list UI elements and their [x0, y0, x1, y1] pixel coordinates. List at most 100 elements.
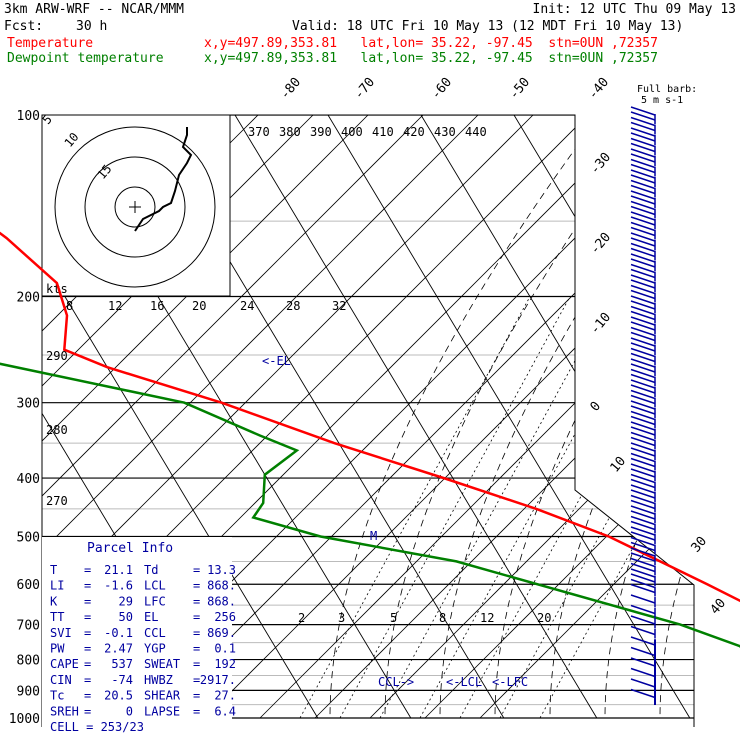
mixing-ratio-label: 28	[286, 299, 300, 313]
wind-barb-feather	[630, 478, 656, 489]
moist-adiabat	[604, 115, 694, 719]
wind-barb-feather	[630, 489, 656, 499]
wind-barb-feather	[630, 400, 656, 410]
parcel-info-eq: =	[84, 689, 91, 703]
wind-barb-feather	[630, 127, 656, 137]
pressure-tick-label: 400	[17, 472, 40, 487]
parcel-info-value: 2917.	[200, 673, 236, 687]
isotherm-line	[513, 115, 694, 719]
wind-barb-feather	[630, 578, 656, 589]
temperature-profile	[0, 231, 740, 603]
wind-barb-feather	[630, 568, 656, 578]
parcel-info-value: 27.	[214, 689, 236, 703]
isotherm-line	[606, 115, 694, 719]
isotherm-label: -70	[352, 75, 379, 103]
wind-barb-feather	[630, 536, 656, 547]
parcel-info-key: Td	[144, 563, 158, 577]
temperature-location: x,y=497.89,353.81 lat,lon= 35.22, -97.45…	[204, 36, 658, 51]
parcel-info-eq: =	[193, 657, 200, 671]
mixing-ratio-line	[299, 296, 531, 719]
theta-left-label: 270	[46, 494, 68, 508]
mixing-ratio-line	[539, 296, 694, 719]
pressure-labels: 100 200 300 400 500 600 700 800 900 1000	[9, 109, 40, 727]
wind-barb-feather	[630, 116, 656, 127]
wind-barb-feather	[630, 190, 656, 200]
wind-barb-feather	[630, 237, 656, 247]
isotherm-label: -30	[588, 150, 615, 178]
pressure-tick-label: 900	[17, 684, 40, 699]
parcel-info-key: Tc	[50, 689, 64, 703]
hodograph-rings	[54, 126, 216, 288]
wind-barb-feather	[630, 531, 656, 541]
parcel-info-value: -0.1	[104, 626, 133, 640]
parcel-info-key: TT	[50, 610, 64, 624]
wind-barb-feather	[630, 274, 656, 284]
pressure-tick-label: 600	[17, 578, 40, 593]
dewpoint-legend: Dewpoint temperature	[7, 51, 164, 66]
parcel-info-eq: =	[193, 579, 200, 593]
parcel-info-background	[42, 537, 232, 727]
isotherm-label: 30	[689, 534, 711, 556]
parcel-info-value: 0.1	[214, 642, 236, 656]
mixing-ratio-line	[339, 296, 571, 719]
barb-caption: Full barb:	[637, 84, 697, 95]
pressure-tick-label: 700	[17, 619, 40, 634]
hodograph-trace	[134, 127, 193, 232]
wind-barb-feather	[630, 174, 656, 184]
parcel-info-key: SVI	[50, 626, 72, 640]
wind-barb-feather	[630, 258, 656, 268]
hodograph-ring	[54, 126, 216, 288]
parcel-info-eq: =	[193, 563, 200, 577]
grid-labels: 370 380 390 400 410 420 430 440 8 12 16 20 24 28 32 2 3 5…	[46, 125, 551, 625]
mixing-ratio-label: 8	[66, 299, 73, 313]
parcel-info-key: LFC	[144, 594, 166, 608]
isotherm-label: -60	[429, 75, 456, 103]
wind-barb-feather	[630, 310, 656, 321]
wind-barb-feather	[630, 510, 656, 520]
parcel-info-title: Parcel Info	[87, 541, 173, 556]
isotherm-line	[420, 115, 694, 719]
isotherm-line	[234, 115, 598, 719]
dry-adiabat	[42, 115, 496, 719]
parcel-info-value: 869.	[207, 626, 236, 640]
wind-barb-feather	[630, 253, 656, 263]
wind-barb-feather	[630, 268, 656, 279]
mixing-ratio-label: 8	[439, 611, 446, 625]
wind-barb-feather	[630, 195, 656, 205]
parcel-info-key: YGP	[144, 642, 166, 656]
parcel-info-eq: =	[193, 673, 200, 687]
wind-barb-feather	[630, 226, 656, 237]
wind-barb-feather	[630, 289, 656, 300]
sounding-profiles	[0, 231, 740, 648]
wind-barb-feather	[630, 421, 656, 431]
parcel-info-value: 50	[119, 610, 133, 624]
wind-barb-feather	[630, 657, 656, 667]
parcel-info-key: SWEAT	[144, 657, 180, 671]
temperature-legend: Temperature	[7, 36, 94, 51]
pressure-tick-label: 300	[17, 397, 40, 412]
mixing-ratio-label: 32	[332, 299, 346, 313]
parcel-info-key: SHEAR	[144, 689, 181, 703]
hodograph-ring	[84, 156, 186, 258]
mixing-ratio-label: 2	[298, 611, 305, 625]
wind-barb-feather	[630, 547, 656, 557]
dry-adiabat	[424, 115, 694, 719]
parcel-info-value: 13.3	[207, 563, 236, 577]
wind-barb-feather	[630, 405, 656, 415]
pressure-tick-label: 100	[17, 109, 40, 124]
wind-barb-feather	[630, 326, 656, 337]
m-marker: M	[370, 529, 377, 543]
wind-barb-feather	[630, 358, 656, 368]
theta-left-label: 290	[46, 349, 68, 363]
parcel-info-cell: CELL = 253/23	[50, 720, 144, 734]
dry-adiabat	[259, 115, 694, 719]
parcel-info-value: 868.	[207, 579, 236, 593]
wind-barb-feather	[630, 153, 656, 163]
parcel-info-value: 2.47	[104, 642, 133, 656]
wind-barb-feather	[630, 667, 656, 678]
wind-barb-feather	[630, 583, 656, 594]
wind-barb-feather	[630, 263, 656, 274]
parcel-info-key: EL	[144, 610, 158, 624]
parcel-info-key: HWBZ	[144, 673, 173, 687]
